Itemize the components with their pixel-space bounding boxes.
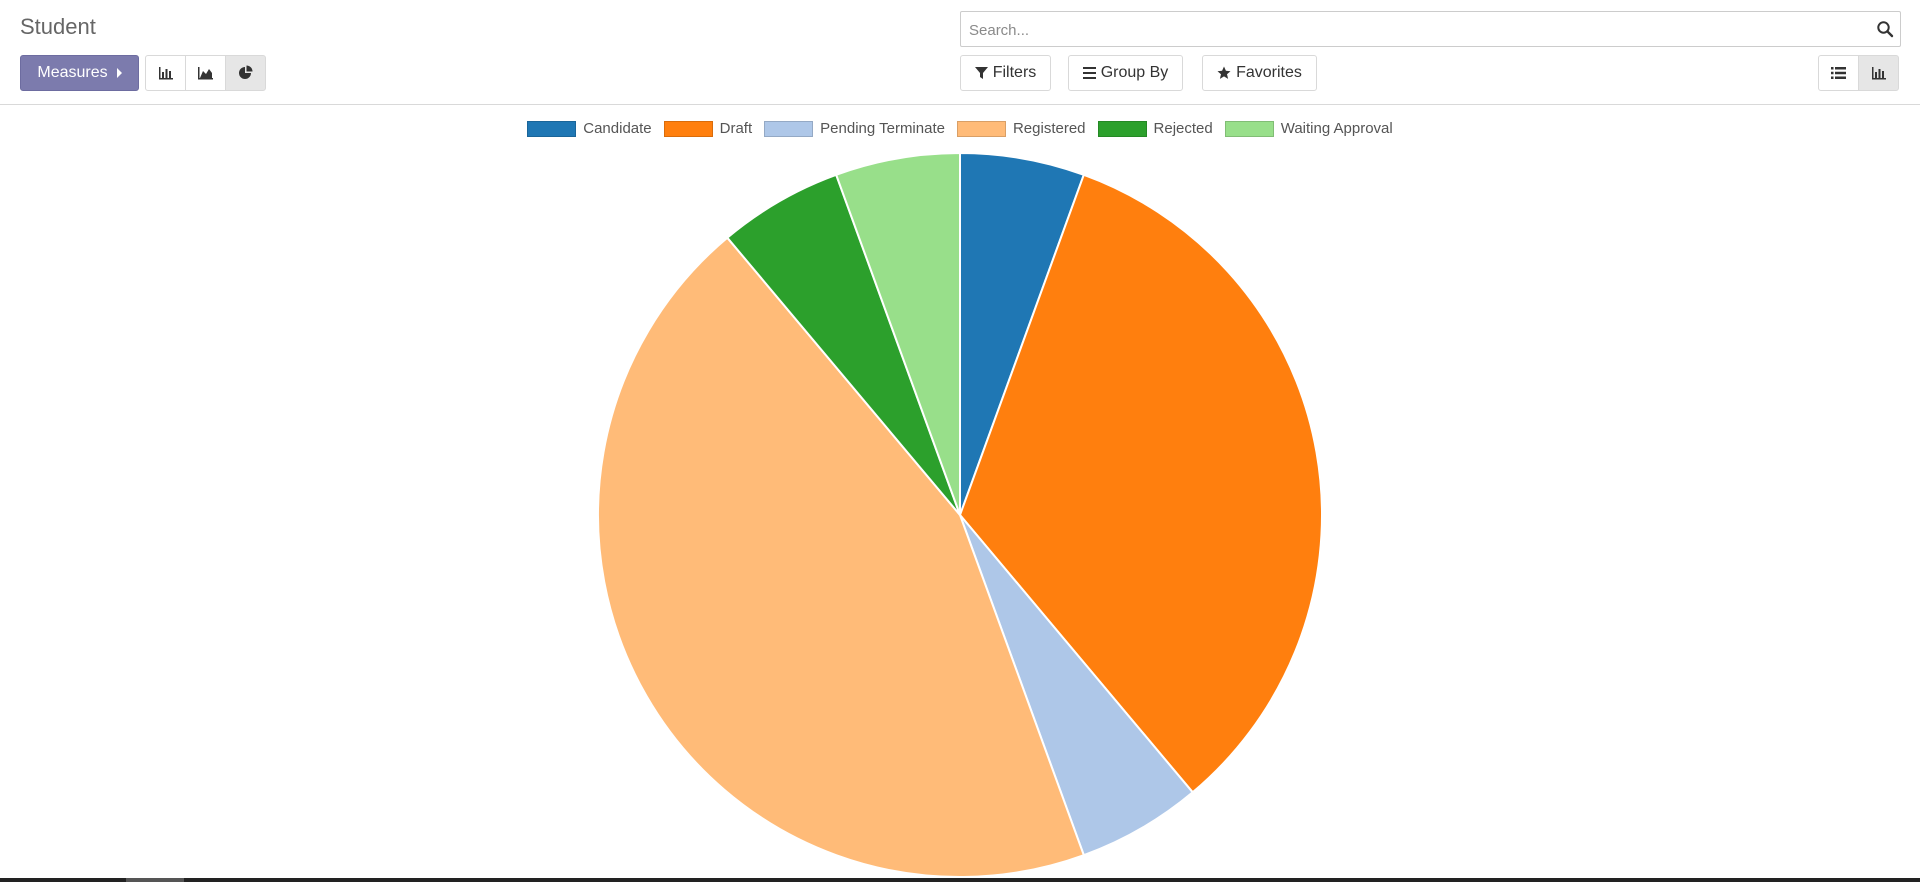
bar-chart-button[interactable] — [145, 55, 186, 91]
scrollbar-thumb[interactable] — [126, 878, 184, 882]
pie-chart — [597, 151, 1323, 878]
measures-label: Measures — [37, 64, 108, 81]
group-by-button[interactable]: Group By — [1068, 55, 1183, 91]
legend-label: Registered — [1012, 120, 1086, 137]
legend-swatch — [1224, 120, 1274, 137]
bars-icon — [1082, 67, 1096, 79]
legend-item[interactable]: Candidate — [527, 120, 652, 137]
legend-item[interactable]: Waiting Approval — [1224, 120, 1393, 137]
list-view-button[interactable] — [1818, 55, 1859, 91]
favorites-label: Favorites — [1236, 64, 1302, 81]
chart-legend: Candidate Draft Pending Terminate Registere… — [0, 120, 1920, 137]
horizontal-scrollbar[interactable] — [0, 878, 1920, 882]
measures-button[interactable]: Measures — [20, 55, 139, 91]
pie-slice-registered[interactable] — [597, 236, 1086, 878]
filter-icon — [974, 66, 988, 80]
list-icon — [1831, 67, 1846, 79]
pie-chart-button[interactable] — [225, 55, 266, 91]
graph-icon — [1871, 67, 1886, 80]
filters-label: Filters — [992, 64, 1037, 81]
pie-chart-icon — [238, 65, 252, 79]
legend-item[interactable]: Pending Terminate — [764, 120, 945, 137]
pie-slice-waiting-approval[interactable] — [834, 151, 961, 516]
caret-right-icon — [116, 68, 122, 78]
legend-swatch — [663, 120, 713, 137]
legend-label: Candidate — [583, 120, 652, 137]
page-title: Student — [20, 14, 96, 39]
legend-label: Draft — [719, 120, 753, 137]
group-by-label: Group By — [1100, 64, 1169, 81]
legend-swatch — [527, 120, 577, 137]
legend-label: Pending Terminate — [820, 120, 945, 137]
area-chart-button[interactable] — [185, 55, 226, 91]
search-icon[interactable] — [1876, 20, 1894, 38]
graph-view-button[interactable] — [1858, 55, 1899, 91]
legend-swatch — [1097, 120, 1147, 137]
search-input[interactable] — [967, 16, 1851, 44]
legend-label: Waiting Approval — [1280, 120, 1393, 137]
area-chart-icon — [198, 67, 213, 80]
pie-slice-draft[interactable] — [958, 173, 1323, 794]
favorites-button[interactable]: Favorites — [1202, 55, 1317, 91]
control-panel: Student Measures — [0, 0, 1920, 105]
filters-button[interactable]: Filters — [960, 55, 1051, 91]
bar-chart-icon — [158, 67, 173, 80]
legend-item[interactable]: Draft — [663, 120, 753, 137]
chart-area: Candidate Draft Pending Terminate Registere… — [0, 106, 1920, 878]
legend-item[interactable]: Rejected — [1097, 120, 1213, 137]
legend-label: Rejected — [1153, 120, 1213, 137]
star-icon — [1217, 66, 1231, 80]
chart-type-group — [145, 55, 266, 91]
legend-item[interactable]: Registered — [956, 120, 1086, 137]
search-box — [960, 11, 1901, 47]
legend-swatch — [956, 120, 1006, 137]
view-switcher — [1818, 55, 1899, 91]
legend-swatch — [764, 120, 814, 137]
